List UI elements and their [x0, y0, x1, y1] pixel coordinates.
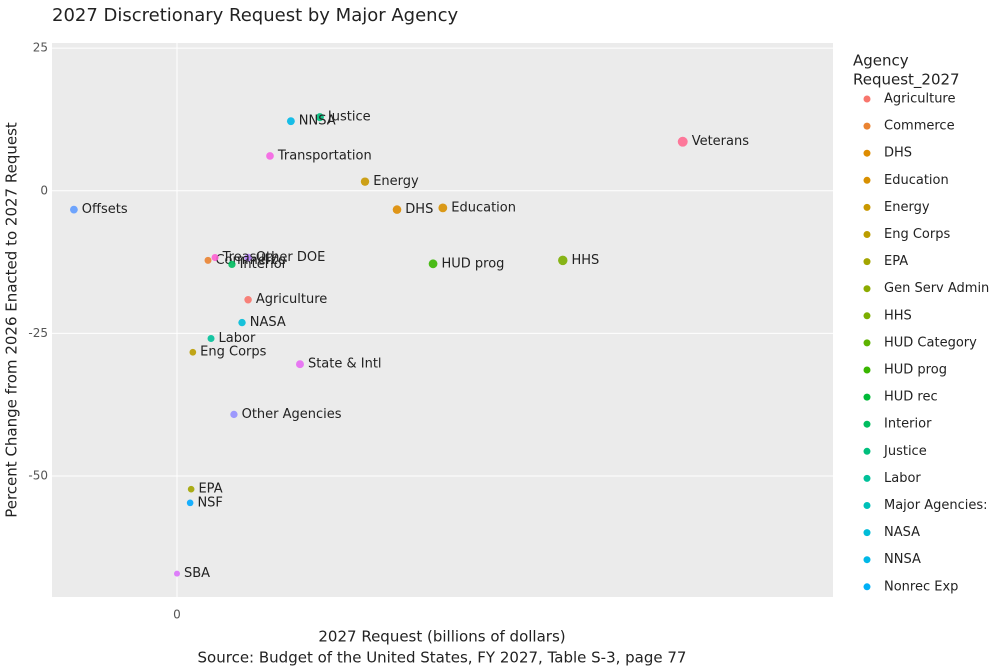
- legend-marker: [863, 474, 871, 482]
- legend-label: Nonrec Exp: [884, 579, 958, 594]
- legend-marker: [863, 149, 871, 157]
- point: [204, 256, 212, 264]
- legend-label: Justice: [883, 444, 927, 459]
- legend-label: NNSA: [884, 552, 921, 567]
- legend-label: HUD prog: [884, 363, 947, 378]
- legend-marker: [863, 122, 871, 130]
- point: [230, 410, 238, 419]
- legend-marker: [863, 258, 871, 266]
- point-label: Interior: [240, 257, 288, 272]
- legend-marker: [863, 366, 871, 374]
- legend-label: HUD Category: [884, 335, 977, 350]
- legend-label: Education: [884, 173, 949, 188]
- legend-label: Interior: [884, 417, 932, 432]
- point-label: Transportation: [277, 148, 372, 163]
- legend-marker: [863, 529, 871, 537]
- point-label: Eng Corps: [200, 345, 266, 360]
- legend-label: Gen Serv Admin: [884, 281, 989, 296]
- point: [70, 205, 78, 214]
- legend-marker: [863, 231, 871, 238]
- point-label: NSF: [197, 495, 222, 510]
- point: [438, 203, 448, 213]
- point: [207, 335, 215, 343]
- point: [228, 260, 236, 269]
- point: [315, 113, 324, 122]
- point-label: Justice: [327, 110, 371, 125]
- legend-label: HHS: [884, 308, 912, 323]
- point: [286, 117, 295, 126]
- y-tick-label: -25: [28, 326, 48, 340]
- legend-marker: [863, 393, 871, 401]
- legend-label: Agriculture: [884, 92, 956, 107]
- legend-label: HUD rec: [884, 390, 938, 405]
- point: [187, 485, 195, 493]
- point-label: Veterans: [692, 134, 750, 149]
- caption: Source: Budget of the United States, FY …: [198, 649, 687, 667]
- point: [360, 177, 370, 186]
- point: [211, 253, 219, 262]
- point: [174, 570, 181, 577]
- point-label: EPA: [198, 482, 222, 497]
- point: [392, 205, 402, 214]
- legend-marker: [863, 339, 871, 347]
- point-label: Other Agencies: [242, 407, 342, 422]
- legend-label: DHS: [884, 146, 912, 161]
- legend-marker: [863, 447, 871, 455]
- point: [244, 253, 252, 262]
- legend-marker: [863, 583, 871, 591]
- y-tick-label: -50: [28, 469, 48, 483]
- legend-marker: [863, 312, 871, 320]
- legend-label: Labor: [884, 471, 921, 486]
- point-label: Energy: [373, 174, 419, 189]
- legend-title: Request_2027: [853, 71, 960, 90]
- point-label: Other DOE: [256, 250, 326, 265]
- point: [558, 255, 568, 266]
- y-axis-title: Percent Change from 2026 Enacted to 2027…: [3, 122, 21, 518]
- point-label: Treasury: [222, 250, 278, 265]
- point-label: Education: [451, 200, 516, 215]
- x-tick-label: 0: [173, 608, 181, 622]
- legend-marker: [863, 556, 871, 564]
- legend-label: EPA: [884, 254, 908, 269]
- plot-background: [52, 43, 833, 597]
- point-label: HHS: [571, 253, 599, 268]
- point-label: Agriculture: [256, 292, 328, 307]
- point: [189, 348, 197, 356]
- legend-marker: [863, 420, 871, 428]
- point-label: State & Intl: [308, 357, 382, 372]
- legend-label: NASA: [884, 525, 920, 540]
- point: [296, 360, 304, 369]
- legend-label: Eng Corps: [884, 227, 950, 242]
- legend-label: Major Agencies:: [884, 498, 988, 513]
- point-label: Labor: [219, 331, 256, 346]
- point-label: NNSA: [299, 114, 336, 129]
- legend-title: Agency: [853, 52, 909, 70]
- chart-title: 2027 Discretionary Request by Major Agen…: [52, 5, 458, 26]
- y-tick-label: 25: [33, 41, 48, 55]
- point-label: HUD prog: [441, 256, 504, 271]
- legend-marker: [863, 285, 871, 293]
- legend-marker: [863, 502, 871, 509]
- point: [186, 499, 194, 507]
- point: [238, 318, 246, 327]
- legend-marker: [863, 176, 871, 184]
- point: [677, 136, 688, 147]
- legend-label: Commerce: [884, 119, 955, 134]
- point: [266, 152, 274, 160]
- point-label: SBA: [184, 566, 210, 581]
- legend-marker: [863, 95, 871, 103]
- point-label: DHS: [405, 202, 433, 217]
- point-label: NASA: [250, 315, 286, 330]
- legend-marker: [863, 203, 871, 211]
- x-axis-title: 2027 Request (billions of dollars): [318, 628, 565, 646]
- point: [244, 296, 252, 304]
- y-tick-label: 0: [40, 183, 48, 197]
- point: [428, 259, 438, 269]
- point-label: Offsets: [82, 202, 128, 217]
- legend-label: Energy: [884, 200, 930, 215]
